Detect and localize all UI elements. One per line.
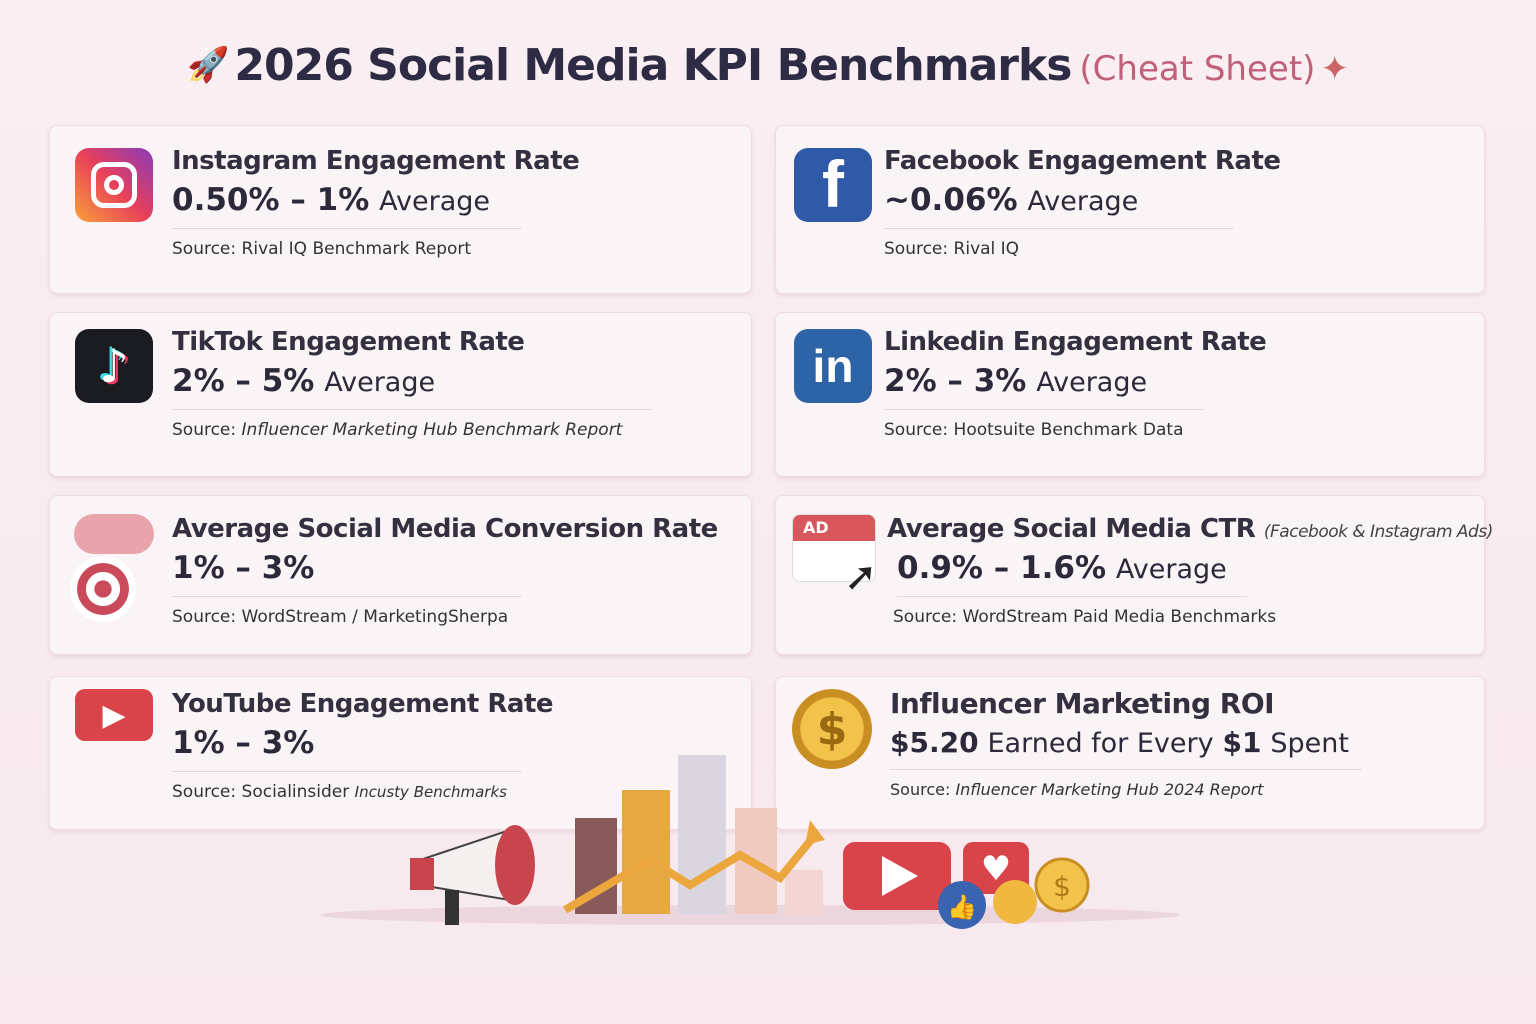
card-ctr: AD ➚ Average Social Media CTR (Facebook … bbox=[775, 495, 1493, 655]
card-value: 0.50% – 1% Average bbox=[172, 182, 522, 229]
youtube-icon: ▶ bbox=[75, 689, 153, 741]
card-source: Source: Rival IQ Benchmark Report bbox=[172, 239, 472, 259]
rocket-icon: 🚀 bbox=[186, 45, 230, 85]
card-roi: $ Influencer Marketing ROI $5.20 Earned … bbox=[775, 676, 1485, 830]
card-source: Source: Rival IQ bbox=[884, 239, 1020, 259]
card-heading: Facebook Engagement Rate bbox=[884, 146, 1281, 176]
card-source: Source: Influencer Marketing Hub Benchma… bbox=[172, 420, 623, 440]
page-title: 🚀 2026 Social Media KPI Benchmarks (Cheat… bbox=[186, 40, 1350, 91]
bar-5 bbox=[785, 870, 823, 914]
card-instagram: Instagram Engagement Rate 0.50% – 1% Ave… bbox=[49, 125, 752, 294]
card-heading: Average Social Media CTR (Facebook & Ins… bbox=[887, 514, 1493, 544]
card-value: 2% – 3% Average bbox=[884, 363, 1204, 410]
svg-text:$: $ bbox=[1053, 870, 1071, 903]
card-facebook: f Facebook Engagement Rate ~0.06% Averag… bbox=[775, 125, 1485, 294]
instagram-icon bbox=[75, 148, 153, 222]
cloud-icon bbox=[74, 514, 154, 554]
card-source: Source: Socialinsider Incusty Benchmarks bbox=[172, 782, 507, 802]
card-heading: TikTok Engagement Rate bbox=[172, 327, 525, 357]
card-value: 2% – 5% Average bbox=[172, 363, 652, 410]
youtube-play-icon bbox=[843, 842, 951, 910]
card-source: Source: Influencer Marketing Hub 2024 Re… bbox=[890, 780, 1264, 799]
megaphone-icon bbox=[410, 825, 535, 925]
trend-arrow bbox=[562, 832, 819, 914]
card-source: Source: WordStream Paid Media Benchmarks bbox=[893, 607, 1277, 627]
facebook-icon: f bbox=[794, 147, 872, 222]
card-value: 1% – 3% bbox=[172, 725, 522, 772]
card-heading: YouTube Engagement Rate bbox=[172, 689, 554, 719]
card-value: 1% – 3% bbox=[172, 550, 522, 597]
card-heading: Influencer Marketing ROI bbox=[890, 687, 1275, 720]
like-icon: 👍 bbox=[938, 881, 986, 929]
card-heading: Linkedin Engagement Rate bbox=[884, 327, 1267, 357]
dollar-coin-icon: $ bbox=[792, 689, 872, 769]
target-icon bbox=[70, 556, 136, 622]
ad-click-icon: AD bbox=[792, 514, 876, 582]
card-value: $5.20 Earned for Every $1 Spent bbox=[890, 726, 1362, 770]
card-source: Source: Hootsuite Benchmark Data bbox=[884, 420, 1184, 440]
sparkle-icon: ✦ bbox=[1320, 49, 1350, 89]
tiktok-icon: ♪ bbox=[75, 329, 153, 403]
card-tiktok: ♪ TikTok Engagement Rate 2% – 5% Average… bbox=[49, 312, 752, 477]
ad-label: AD bbox=[793, 515, 875, 541]
card-value: ~0.06% Average bbox=[884, 182, 1234, 229]
linkedin-icon: in bbox=[794, 329, 872, 403]
growth-illustration: ♥ 👍 $ bbox=[320, 755, 1180, 929]
coins-icon: $ bbox=[993, 857, 1090, 924]
card-linkedin: in Linkedin Engagement Rate 2% – 3% Aver… bbox=[775, 312, 1485, 477]
bar-3 bbox=[678, 755, 726, 914]
svg-text:👍: 👍 bbox=[947, 893, 977, 921]
card-source: Source: WordStream / MarketingSherpa bbox=[172, 607, 509, 627]
cursor-icon: ➚ bbox=[844, 554, 878, 600]
card-conversion: Average Social Media Conversion Rate 1% … bbox=[49, 495, 752, 655]
card-value: 0.9% – 1.6% Average bbox=[897, 550, 1247, 597]
card-heading: Instagram Engagement Rate bbox=[172, 146, 580, 176]
arrow-head bbox=[805, 820, 825, 845]
bar-2 bbox=[622, 790, 670, 914]
card-heading: Average Social Media Conversion Rate bbox=[172, 514, 718, 544]
